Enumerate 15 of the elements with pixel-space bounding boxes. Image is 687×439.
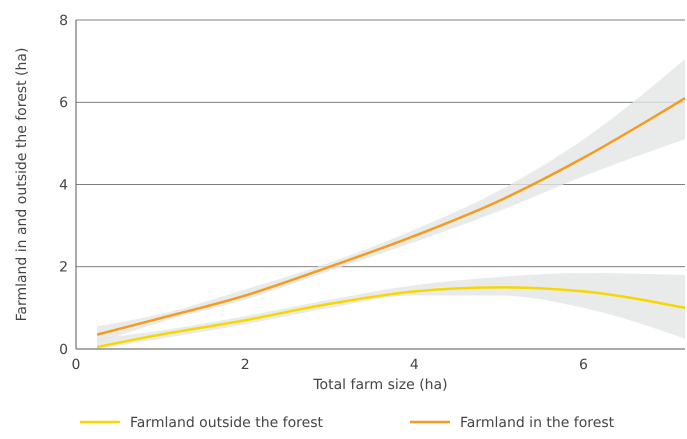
x-tick-label: 2 [240,357,250,373]
legend-label: Farmland in the forest [460,414,615,431]
x-tick-label: 4 [410,357,419,373]
x-axis-title: Total farm size (ha) [312,377,448,393]
y-tick-label: 4 [59,177,68,194]
y-tick-label: 2 [59,260,68,276]
line-series [96,96,686,336]
x-tick-label: 6 [579,357,588,373]
legend-label: Farmland outside the forest [130,414,324,431]
x-tick-label: 0 [72,357,80,373]
y-tick-label: 0 [59,342,68,358]
y-axis-title: Farmland in and outside the forest (ha) [14,48,30,322]
line-series [96,286,686,348]
y-tick-label: 8 [59,12,68,29]
y-tick-label: 6 [59,95,68,112]
